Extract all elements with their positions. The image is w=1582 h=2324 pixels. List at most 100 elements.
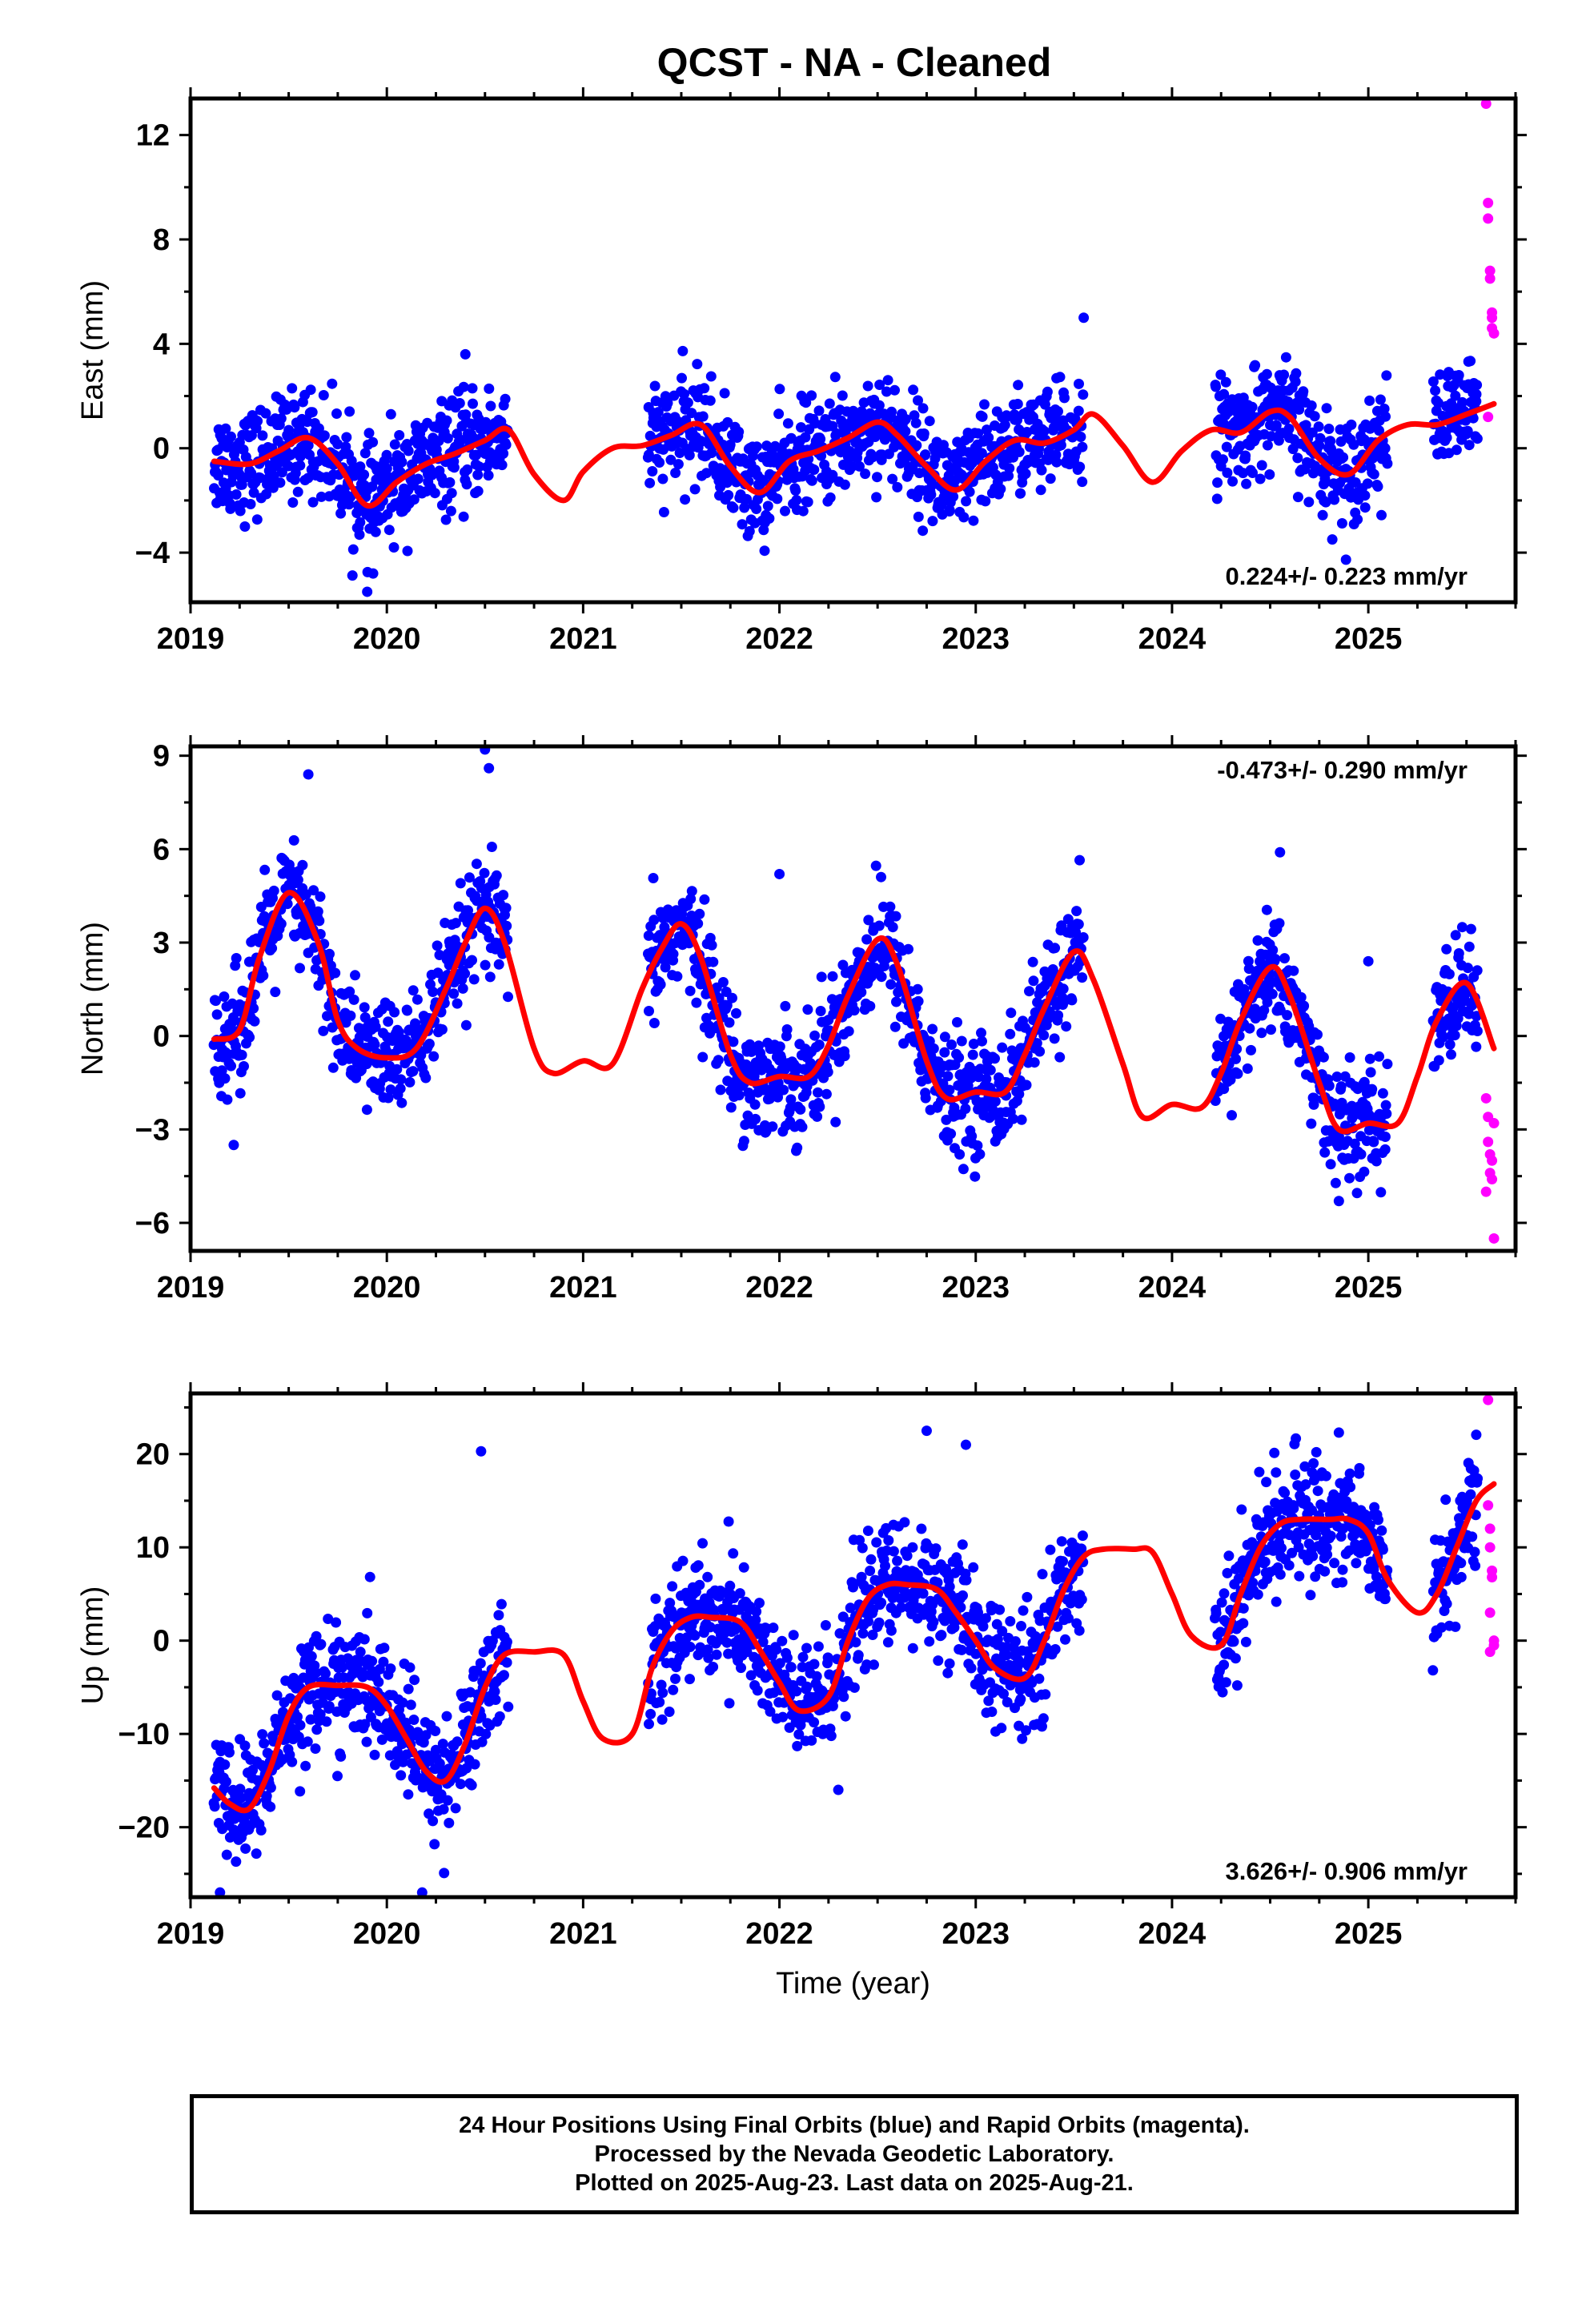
east-final-point [860,468,871,480]
north-final-point [1318,1051,1329,1063]
up-final-point [892,1555,903,1566]
north-final-point [672,971,683,982]
north-plot-area [208,746,1500,1244]
east-final-point [679,388,689,400]
east-x-tick-label: 2021 [549,622,617,656]
east-final-point [1472,433,1483,444]
north-final-point [1464,941,1475,952]
east-final-point [907,460,918,472]
up-final-point [697,1538,708,1549]
up-final-point [315,1709,326,1720]
north-final-point [404,1076,416,1088]
up-final-point [1299,1461,1311,1472]
up-final-point [888,1546,899,1557]
up-final-point [1236,1504,1247,1515]
north-x-tick-label: 2021 [549,1271,617,1305]
up-final-point [833,1784,844,1795]
up-final-point [362,1607,373,1618]
east-final-point [958,512,970,523]
up-final-point [430,1744,441,1755]
east-final-point [408,494,420,505]
north-final-point [1252,935,1263,946]
north-final-point [785,1102,796,1113]
up-final-point [853,1650,864,1661]
up-final-point [1050,1644,1061,1655]
north-final-point [721,999,733,1011]
up-final-point [752,1685,763,1696]
up-final-point [455,1779,466,1790]
north-final-point [1371,1156,1382,1167]
east-final-point [644,477,656,489]
east-final-point [723,489,734,501]
up-final-point [845,1602,856,1614]
north-final-point [412,994,423,1005]
up-final-point [1320,1470,1331,1482]
up-final-point [738,1562,749,1573]
east-final-point [1240,450,1251,461]
north-final-point [942,1071,954,1082]
east-final-point [1313,421,1324,432]
east-final-point [973,428,984,439]
east-final-point [801,397,812,408]
east-final-point [741,493,753,505]
north-final-point [424,1039,435,1049]
east-final-point [961,496,972,507]
up-final-point [809,1659,820,1670]
up-final-point [850,1637,861,1648]
up-final-point [771,1644,782,1655]
east-final-point [1292,492,1303,503]
up-y-tick-label: 10 [136,1531,170,1565]
north-final-point [1288,965,1299,976]
north-final-point [322,1011,332,1022]
up-final-point [728,1548,739,1559]
up-final-point [668,1684,679,1695]
up-final-point [997,1626,1008,1637]
east-final-point [796,422,806,433]
up-final-point [921,1425,932,1437]
east-rapid-point [1480,99,1492,110]
east-final-point [1290,376,1301,388]
east-final-point [882,375,893,386]
up-final-point [887,1592,898,1603]
up-final-point [871,1537,882,1548]
east-final-point [1303,497,1315,508]
up-final-point [857,1542,868,1554]
north-rapid-point [1483,1136,1494,1148]
north-final-point [694,908,705,919]
north-final-point [1077,972,1088,983]
up-final-point [1247,1577,1259,1588]
east-final-point [1368,468,1379,480]
north-final-point [913,995,924,1007]
north-final-point [1465,923,1476,935]
north-y-tick-label: 6 [153,833,170,866]
up-final-point [1060,1634,1070,1645]
up-final-point [781,1652,793,1663]
north-final-point [889,1021,901,1032]
east-final-point [474,461,485,472]
north-final-point [1437,1031,1448,1043]
east-final-point [231,489,242,500]
east-final-point [759,545,770,557]
east-final-point [246,468,257,479]
east-final-point [1035,485,1046,496]
east-final-point [295,451,306,462]
east-final-point [1227,476,1238,487]
north-final-point [467,955,477,966]
up-final-point [1219,1588,1230,1599]
east-final-point [388,542,400,553]
north-final-point [1462,963,1473,974]
up-final-point [1294,1570,1305,1582]
up-final-point [321,1716,332,1727]
east-final-point [1266,431,1277,442]
east-final-point [1338,452,1349,463]
north-final-point [1351,1188,1363,1199]
east-final-point [307,497,319,508]
north-final-point [693,918,704,929]
north-final-point [778,1084,789,1096]
up-x-tick-label: 2025 [1335,1917,1403,1951]
east-final-point [1255,473,1266,485]
east-final-point [1309,411,1320,422]
north-final-point [912,983,923,995]
north-final-point [1049,1033,1060,1044]
east-final-point [725,439,736,450]
